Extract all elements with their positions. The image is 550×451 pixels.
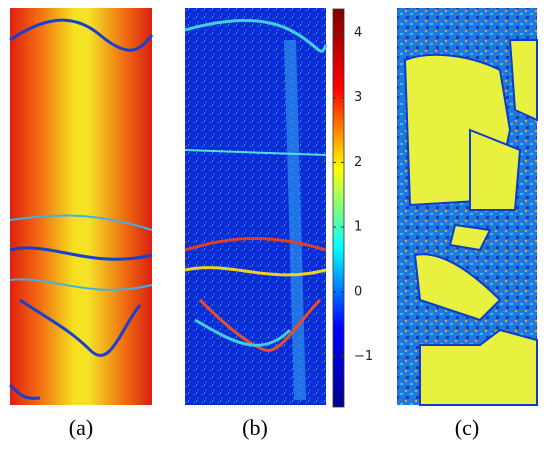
colorbar: −1 0 1 2 3 4 — [332, 8, 373, 408]
panel-labels: (a) (b) (c) — [69, 415, 479, 440]
colorbar-fill — [332, 8, 345, 408]
tick-label: −1 — [354, 349, 373, 364]
panel-label: (b) — [242, 415, 268, 440]
tick-label: 1 — [354, 220, 362, 235]
panel-b-image — [184, 8, 328, 405]
tick-label: 3 — [354, 90, 362, 105]
panel-c-image — [397, 8, 538, 406]
panel-label: (a) — [69, 415, 93, 440]
tick-label: 0 — [354, 284, 362, 299]
panel-label: (c) — [455, 415, 479, 440]
panel-a-image — [8, 8, 154, 405]
tick-label: 2 — [354, 155, 362, 170]
tick-label: 4 — [354, 25, 362, 40]
